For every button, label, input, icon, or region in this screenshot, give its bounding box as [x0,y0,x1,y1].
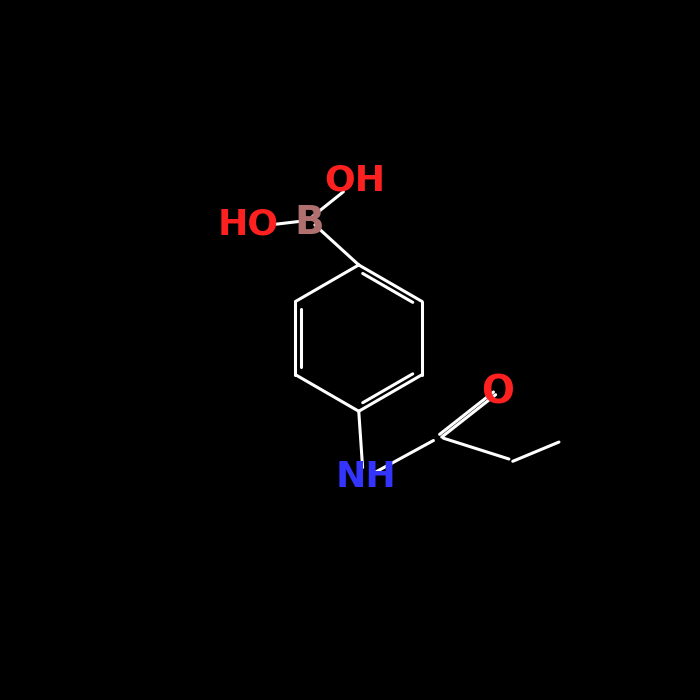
Text: OH: OH [324,163,386,197]
Text: O: O [481,373,514,411]
Text: NH: NH [336,460,397,494]
Text: B: B [294,204,323,242]
Text: HO: HO [218,207,279,241]
